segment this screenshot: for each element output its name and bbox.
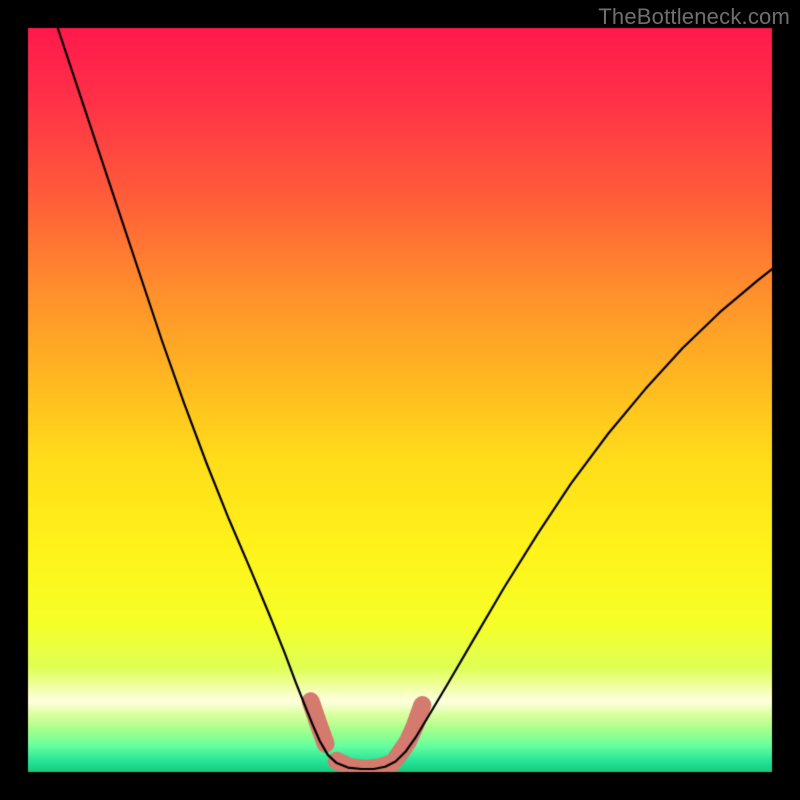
chart-container: TheBottleneck.com: [0, 0, 800, 800]
bottleneck-curve-chart: [0, 0, 800, 800]
watermark-text: TheBottleneck.com: [598, 4, 790, 30]
